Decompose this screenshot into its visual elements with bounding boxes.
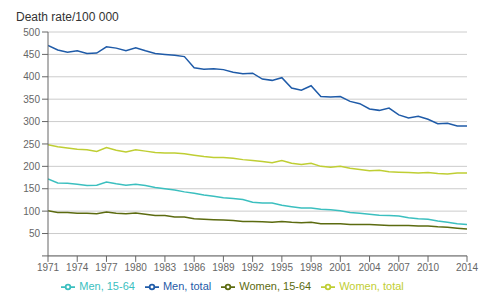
svg-text:1971: 1971 <box>37 262 60 273</box>
svg-text:200: 200 <box>23 161 40 172</box>
svg-text:400: 400 <box>23 71 40 82</box>
html-text:Men, total: Men, total <box>162 279 212 292</box>
svg-text:1974: 1974 <box>66 262 89 273</box>
html-text:Women, 15-64: Women, 15-64 <box>239 279 312 292</box>
svg-text:450: 450 <box>23 49 40 60</box>
svg-text:2007: 2007 <box>388 262 411 273</box>
svg-text:2001: 2001 <box>329 262 352 273</box>
svg-text:2014: 2014 <box>456 262 479 273</box>
svg-text:2010: 2010 <box>417 262 440 273</box>
svg-text:100: 100 <box>23 206 40 217</box>
svg-text:1998: 1998 <box>300 262 323 273</box>
svg-text:250: 250 <box>23 139 40 150</box>
svg-text:350: 350 <box>23 94 40 105</box>
svg-text:1980: 1980 <box>125 262 148 273</box>
svg-text:1989: 1989 <box>212 262 235 273</box>
svg-text:1986: 1986 <box>183 262 206 273</box>
svg-text:1983: 1983 <box>154 262 177 273</box>
html-text:Women, total: Women, total <box>339 279 404 292</box>
svg-text:1992: 1992 <box>242 262 265 273</box>
svg-text:2004: 2004 <box>358 262 381 273</box>
svg-text:1995: 1995 <box>271 262 294 273</box>
svg-text:500: 500 <box>23 27 40 38</box>
svg-text:50: 50 <box>29 228 41 239</box>
svg-text:300: 300 <box>23 116 40 127</box>
html-text:Men, 15-64: Men, 15-64 <box>79 279 135 292</box>
html-text:Death rate/100 000: Death rate/100 000 <box>16 10 119 24</box>
svg-text:150: 150 <box>23 183 40 194</box>
svg-text:1977: 1977 <box>95 262 118 273</box>
